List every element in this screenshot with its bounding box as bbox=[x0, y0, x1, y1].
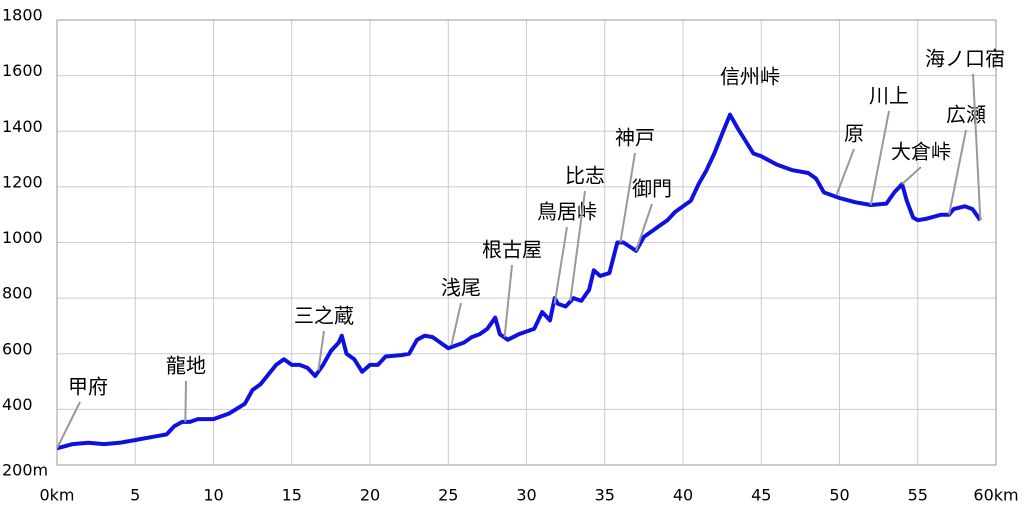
x-tick-label: 45 bbox=[751, 486, 771, 505]
annotation-label: 大倉峠 bbox=[891, 140, 951, 164]
x-tick-label: 35 bbox=[595, 486, 615, 505]
leader-line bbox=[972, 73, 982, 221]
annotation-label: 三之蔵 bbox=[294, 304, 354, 328]
y-tick-label: 1400 bbox=[2, 117, 43, 136]
annotation-label: 川上 bbox=[869, 84, 909, 108]
y-tick-label: 1800 bbox=[2, 6, 43, 25]
leader-line bbox=[317, 330, 325, 371]
plot-frame bbox=[56, 19, 997, 466]
annotation-label: 根古屋 bbox=[482, 238, 542, 262]
annotation-label: 神戸 bbox=[615, 126, 655, 150]
x-tick-label: 40 bbox=[673, 486, 693, 505]
y-tick-label: 1000 bbox=[2, 228, 43, 247]
x-tick-label: 5 bbox=[130, 486, 140, 505]
annotation-label: 海ノ口宿 bbox=[925, 47, 1005, 71]
leader-line bbox=[901, 166, 922, 185]
leader-line bbox=[553, 226, 568, 304]
annotation-label: 信州峠 bbox=[720, 65, 780, 89]
leader-line bbox=[450, 302, 462, 346]
y-tick-label: 800 bbox=[2, 284, 33, 303]
x-tick-label: 50 bbox=[829, 486, 849, 505]
y-tick-label: 200m bbox=[2, 461, 48, 480]
x-tick-label: 30 bbox=[516, 486, 536, 505]
leader-line bbox=[619, 152, 636, 243]
annotation-label: 龍地 bbox=[166, 354, 206, 378]
y-tick-label: 400 bbox=[2, 395, 33, 414]
x-tick-label: 0km bbox=[39, 486, 74, 505]
x-tick-label: 25 bbox=[438, 486, 458, 505]
annotation-label: 鳥居峠 bbox=[537, 200, 597, 224]
annotation-label: 比志 bbox=[565, 164, 605, 188]
y-tick-label: 1600 bbox=[2, 61, 43, 80]
leader-line bbox=[503, 264, 513, 338]
annotation-label: 原 bbox=[844, 122, 864, 146]
leader-line bbox=[569, 190, 586, 302]
y-tick-label: 600 bbox=[2, 339, 33, 358]
x-tick-label: 55 bbox=[908, 486, 928, 505]
x-tick-label: 60km bbox=[973, 486, 1018, 505]
annotation-label: 浅尾 bbox=[441, 276, 481, 300]
leader-line bbox=[869, 110, 890, 206]
x-tick-label: 10 bbox=[203, 486, 223, 505]
y-tick-label: 1200 bbox=[2, 172, 43, 191]
annotation-label: 広瀬 bbox=[946, 103, 986, 127]
annotation-label: 御門 bbox=[632, 177, 672, 201]
leader-line bbox=[948, 129, 967, 215]
annotation-label: 甲府 bbox=[68, 375, 108, 399]
leader-line bbox=[835, 148, 855, 196]
leader-line bbox=[635, 203, 653, 252]
elevation-line bbox=[56, 112, 982, 451]
leader-line bbox=[184, 380, 187, 422]
x-tick-label: 20 bbox=[360, 486, 380, 505]
leader-line bbox=[56, 401, 81, 449]
x-tick-label: 15 bbox=[282, 486, 302, 505]
